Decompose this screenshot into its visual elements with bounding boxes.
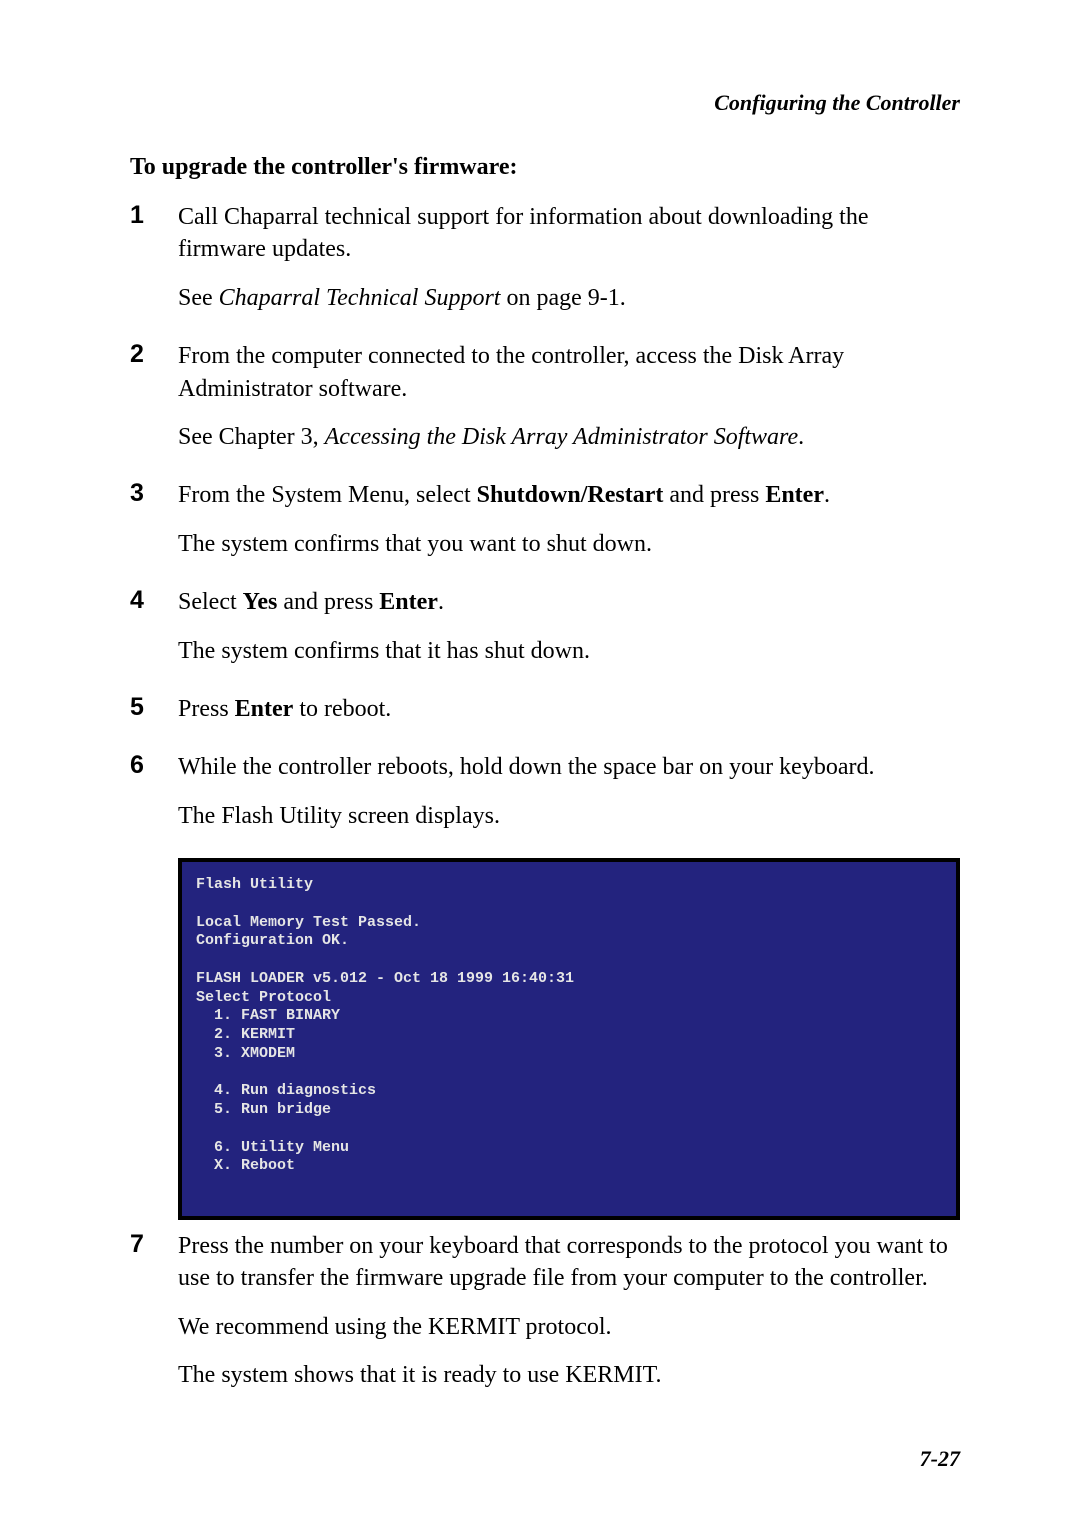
step-paragraph: See Chapter 3, Accessing the Disk Array … — [178, 421, 960, 453]
step-paragraph: The Flash Utility screen displays. — [178, 800, 960, 832]
step-paragraph: From the computer connected to the contr… — [178, 340, 960, 405]
step-paragraph: Select Yes and press Enter. — [178, 586, 960, 618]
step-paragraph: The system confirms that it has shut dow… — [178, 635, 960, 667]
step-number: 3 — [130, 479, 178, 576]
step-number: 4 — [130, 586, 178, 683]
section-heading: To upgrade the controller's firmware: — [130, 154, 960, 181]
step-paragraph: Press the number on your keyboard that c… — [178, 1230, 960, 1295]
step-paragraph: From the System Menu, select Shutdown/Re… — [178, 479, 960, 511]
step-number: 1 — [130, 201, 178, 330]
step: 2From the computer connected to the cont… — [130, 340, 960, 469]
step-paragraph: While the controller reboots, hold down … — [178, 751, 960, 783]
terminal-content: Flash Utility Local Memory Test Passed. … — [182, 862, 956, 1216]
step-body: Press the number on your keyboard that c… — [178, 1230, 960, 1408]
step-body: From the computer connected to the contr… — [178, 340, 960, 469]
step: 3From the System Menu, select Shutdown/R… — [130, 479, 960, 576]
step: 5Press Enter to reboot. — [130, 693, 960, 741]
step-body: Select Yes and press Enter. The system co… — [178, 586, 960, 683]
step-paragraph: Call Chaparral technical support for inf… — [178, 201, 960, 266]
step-body: From the System Menu, select Shutdown/Re… — [178, 479, 960, 576]
step: 1Call Chaparral technical support for in… — [130, 201, 960, 330]
step-paragraph: We recommend using the KERMIT protocol. — [178, 1311, 960, 1343]
step-paragraph: Press Enter to reboot. — [178, 693, 960, 725]
step-number: 6 — [130, 751, 178, 848]
steps-list: 1Call Chaparral technical support for in… — [130, 201, 960, 848]
step: 7Press the number on your keyboard that … — [130, 1230, 960, 1408]
step-body: Call Chaparral technical support for inf… — [178, 201, 960, 330]
terminal-screenshot: Flash Utility Local Memory Test Passed. … — [178, 858, 960, 1220]
step-number: 7 — [130, 1230, 178, 1408]
running-header: Configuring the Controller — [130, 90, 960, 116]
step-paragraph: The system shows that it is ready to use… — [178, 1359, 960, 1391]
page-content: Configuring the Controller To upgrade th… — [0, 0, 1080, 1478]
step-body: While the controller reboots, hold down … — [178, 751, 960, 848]
step: 4Select Yes and press Enter. The system c… — [130, 586, 960, 683]
step: 6While the controller reboots, hold down… — [130, 751, 960, 848]
terminal-border: Flash Utility Local Memory Test Passed. … — [178, 858, 960, 1220]
steps-list-after: 7Press the number on your keyboard that … — [130, 1230, 960, 1408]
step-body: Press Enter to reboot. — [178, 693, 960, 741]
step-paragraph: See Chaparral Technical Support on page … — [178, 282, 960, 314]
step-paragraph: The system confirms that you want to shu… — [178, 528, 960, 560]
step-number: 5 — [130, 693, 178, 741]
step-number: 2 — [130, 340, 178, 469]
page-number: 7-27 — [920, 1446, 960, 1472]
